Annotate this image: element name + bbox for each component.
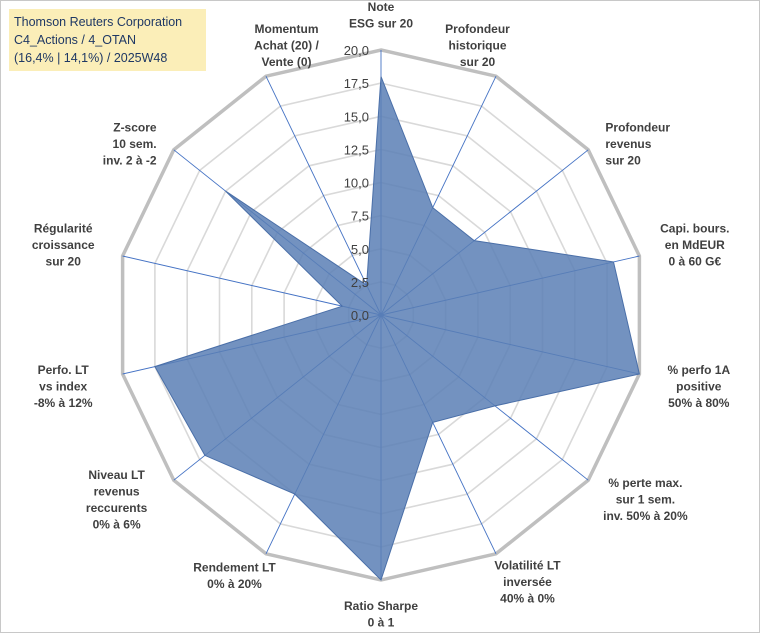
axis-label-line: inversée	[503, 575, 552, 589]
axis-label-line: Ratio Sharpe	[344, 599, 418, 613]
score-week: (16,4% | 14,1%) / 2025W48	[14, 51, 168, 65]
axis-label-line: 0 à 1	[368, 616, 395, 630]
axis-label: Ratio Sharpe 0 à 1	[344, 599, 418, 630]
axis-label-line: Régularité	[34, 221, 93, 235]
axis-label-line: croissance	[32, 238, 95, 252]
axis-label: % perte max. sur 1 sem. inv. 50% à 20%	[603, 476, 688, 523]
axis-label-line: 10 sem.	[113, 137, 157, 151]
axis-label-line: 0 à 60 G€	[668, 254, 721, 268]
axis-label-line: Rendement LT	[193, 561, 276, 575]
axis-label-line: historique	[448, 38, 506, 52]
axis-label: Capi. bours. en MdEUR 0 à 60 G€	[660, 221, 729, 268]
tick-label: 20,0	[344, 43, 369, 58]
tick-label: 17,5	[344, 76, 369, 91]
tick-label: 2,5	[351, 275, 369, 290]
axis-label-line: vs index	[39, 380, 87, 394]
axis-label-line: Profondeur	[605, 120, 670, 134]
axis-label: Rendement LT 0% à 20%	[193, 561, 276, 592]
axis-label: Volatilité LT inversée 40% à 0%	[494, 559, 561, 606]
axis-label-line: Profondeur	[445, 22, 510, 36]
axis-label-line: Z-score	[113, 120, 157, 134]
axis-label-line: revenus	[94, 484, 140, 498]
axis-label-line: Momentum	[255, 22, 319, 36]
axis-label: Profondeur historique sur 20	[445, 22, 510, 69]
tick-label: 10,0	[344, 176, 369, 191]
axis-spoke	[122, 255, 382, 316]
axis-label: Perfo. LT vs index -8% à 12%	[34, 363, 93, 410]
tick-label: 7,5	[351, 209, 369, 224]
axis-label-line: % perfo 1A	[667, 363, 730, 377]
tick-label: 12,5	[344, 142, 369, 157]
axis-label: Z-score 10 sem. inv. 2 à -2	[103, 120, 157, 167]
axis-spoke	[265, 76, 382, 316]
axis-label: Momentum Achat (20) / Vente (0)	[254, 22, 319, 69]
axis-label-line: 0% à 20%	[207, 577, 262, 591]
axis-label-line: Niveau LT	[88, 468, 145, 482]
radial-tick-labels: 0,0 2,5 5,0 7,5 10,0 12,5 15,0 17,5 20,0	[344, 43, 369, 323]
axis-labels: Note ESG sur 20 Profondeur historique sur 20…	[32, 0, 731, 630]
axis-label-line: Volatilité LT	[494, 559, 561, 573]
axis-label: Profondeur revenus sur 20	[605, 120, 670, 167]
axis-label-line: 0% à 6%	[93, 517, 141, 531]
axis-label-line: 40% à 0%	[500, 592, 555, 606]
company-name: Thomson Reuters Corporation	[14, 15, 183, 29]
tick-label: 0,0	[351, 308, 369, 323]
axis-label: Note ESG sur 20	[349, 0, 413, 31]
tick-label: 15,0	[344, 109, 369, 124]
axis-label-line: inv. 50% à 20%	[603, 509, 688, 523]
axis-label-line: en MdEUR	[665, 238, 725, 252]
axis-label-line: sur 1 sem.	[616, 493, 675, 507]
axis-label-line: inv. 2 à -2	[103, 153, 157, 167]
axis-label-line: Achat (20) /	[254, 38, 319, 52]
axis-label-line: -8% à 12%	[34, 396, 93, 410]
axis-label-line: revenus	[605, 137, 651, 151]
axis-label-line: Note	[368, 0, 395, 14]
title-box: Thomson Reuters Corporation C4_Actions /…	[9, 9, 206, 71]
axis-label-line: sur 20	[460, 55, 496, 69]
axis-label-line: Capi. bours.	[660, 221, 729, 235]
axis-label-line: Perfo. LT	[38, 363, 90, 377]
axis-label: % perfo 1A positive 50% à 80%	[667, 363, 730, 410]
radar-series	[154, 76, 641, 581]
axis-label-line: sur 20	[46, 254, 82, 268]
axis-label-line: Vente (0)	[261, 55, 311, 69]
axis-label-line: positive	[676, 380, 722, 394]
axis-label-line: ESG sur 20	[349, 17, 413, 31]
tick-label: 5,0	[351, 242, 369, 257]
axis-label-line: 50% à 80%	[668, 396, 730, 410]
axis-label: Régularité croissance sur 20	[32, 221, 95, 268]
axis-label-line: reccurents	[86, 501, 148, 515]
axis-label-line: sur 20	[605, 153, 641, 167]
series-area	[154, 76, 641, 581]
axis-label-line: % perte max.	[608, 476, 682, 490]
portfolio-category: C4_Actions / 4_OTAN	[14, 33, 137, 47]
axis-label: Niveau LT revenus reccurents 0% à 6%	[86, 468, 148, 532]
